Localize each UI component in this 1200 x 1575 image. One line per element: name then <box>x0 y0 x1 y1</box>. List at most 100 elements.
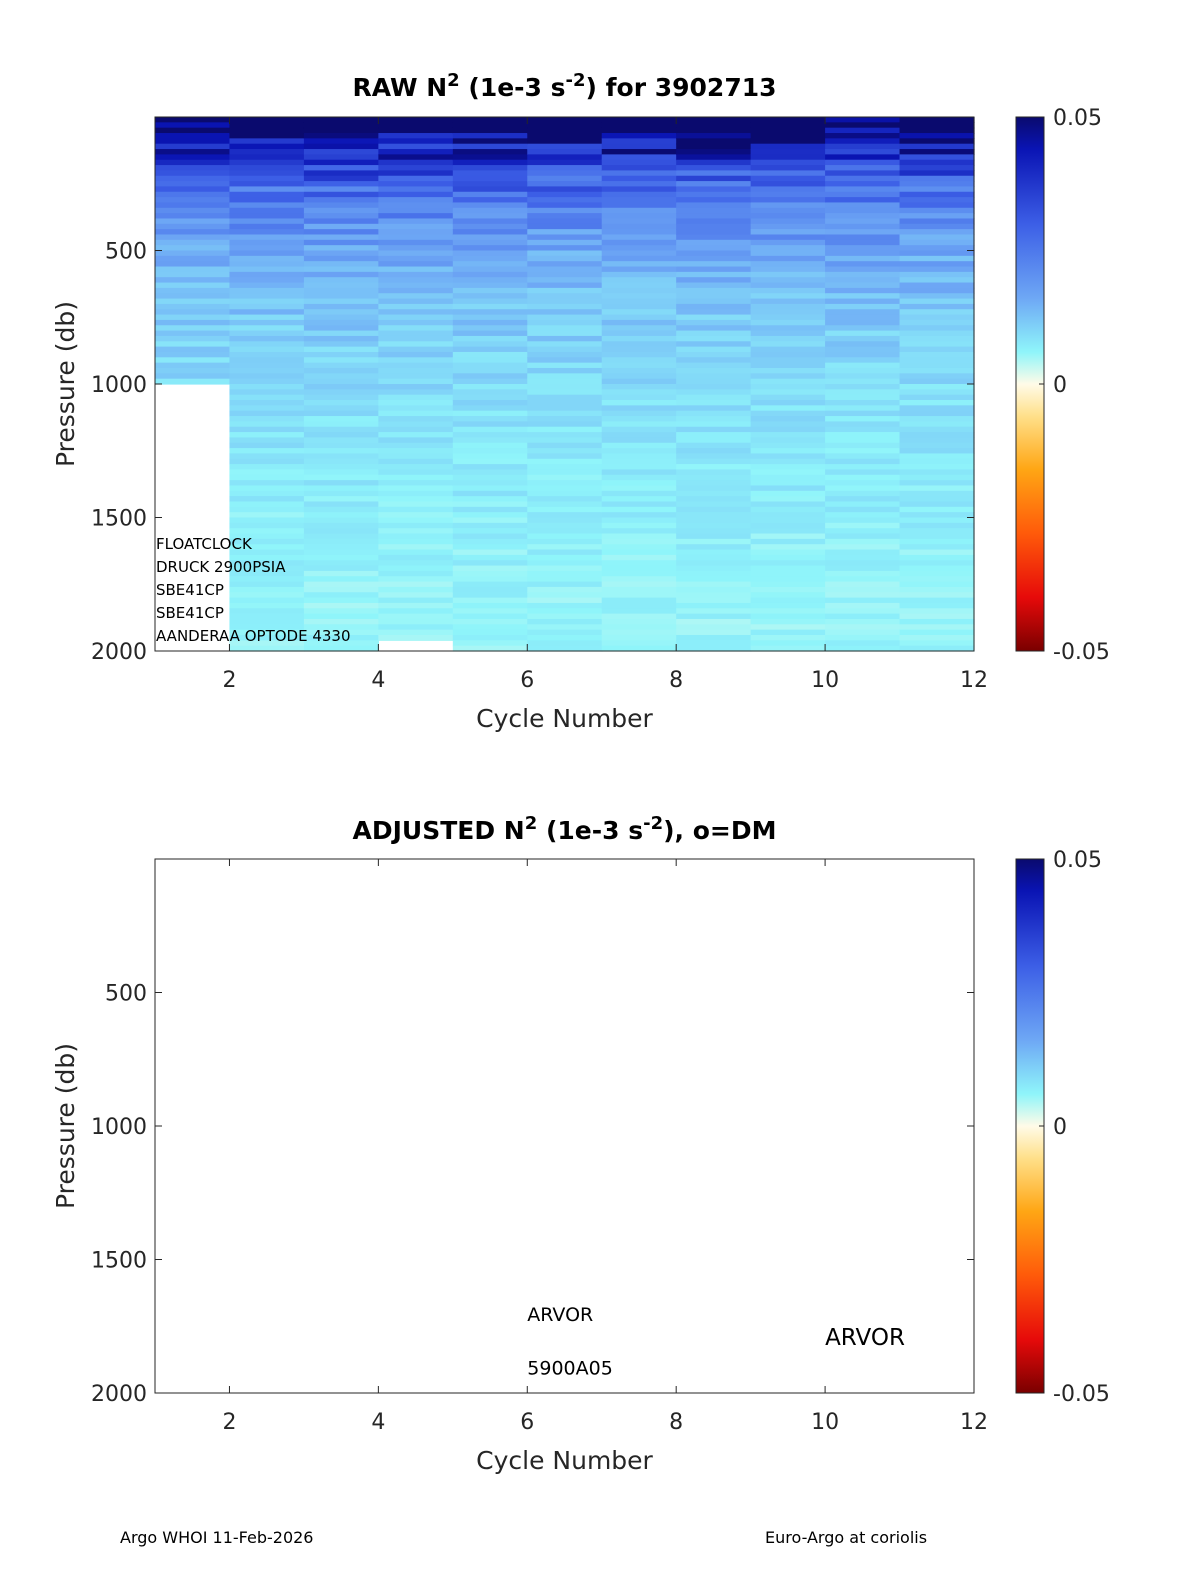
heatmap-cell <box>452 549 528 556</box>
heatmap-cell <box>229 506 305 513</box>
heatmap-cell <box>452 538 528 545</box>
heatmap-cell <box>750 544 826 551</box>
heatmap-cell <box>825 127 901 134</box>
heatmap-cell <box>601 287 677 294</box>
heatmap-cell <box>378 528 454 535</box>
heatmap-cell <box>899 287 975 294</box>
heatmap-cell <box>899 143 975 150</box>
heatmap-cell <box>229 373 305 380</box>
heatmap-cell <box>676 565 752 572</box>
heatmap-cell <box>229 613 305 620</box>
heatmap-cell <box>601 469 677 476</box>
heatmap-cell <box>378 154 454 161</box>
heatmap-cell <box>601 560 677 567</box>
heatmap-cell <box>601 362 677 369</box>
heatmap-cell <box>452 186 528 193</box>
heatmap-cell <box>229 314 305 321</box>
heatmap-cell <box>527 357 603 364</box>
heatmap-cell <box>229 528 305 535</box>
heatmap-cell <box>601 234 677 241</box>
heatmap-cell <box>899 346 975 353</box>
heatmap-cell <box>750 378 826 385</box>
heatmap-cell <box>155 357 231 364</box>
x-tick-label: 10 <box>811 668 839 693</box>
heatmap-cell <box>601 170 677 177</box>
heatmap-cell <box>229 117 305 123</box>
heatmap-cell <box>303 645 379 652</box>
heatmap-cell <box>303 554 379 561</box>
heatmap-cell <box>303 597 379 604</box>
heatmap-cell <box>750 325 826 332</box>
heatmap-cell <box>676 245 752 252</box>
heatmap-cell <box>676 645 752 652</box>
heatmap-cell <box>155 165 231 171</box>
heatmap-cell <box>378 442 454 449</box>
heatmap-cell <box>303 250 379 257</box>
heatmap-cell <box>155 362 231 369</box>
heatmap-cell <box>527 223 603 230</box>
heatmap-cell <box>378 410 454 417</box>
heatmap-cell <box>303 490 379 497</box>
heatmap-cell <box>676 223 752 230</box>
heatmap-cell <box>825 538 901 545</box>
heatmap-cell <box>303 634 379 641</box>
title-part: RAW N <box>352 73 447 102</box>
heatmap-cell <box>676 143 752 150</box>
heatmap-cell <box>601 245 677 252</box>
heatmap-cell <box>527 319 603 326</box>
heatmap-cell <box>229 448 305 455</box>
heatmap-cell <box>601 506 677 513</box>
heatmap-cell <box>303 629 379 636</box>
heatmap-cell <box>303 544 379 551</box>
heatmap-cell <box>303 127 379 134</box>
heatmap-cell <box>899 282 975 289</box>
annotation-label: ARVOR <box>527 1304 593 1326</box>
heatmap-cell <box>229 261 305 268</box>
heatmap-cell <box>229 341 305 348</box>
heatmap-cell <box>229 544 305 551</box>
heatmap-cell <box>378 458 454 465</box>
heatmap-cell <box>303 378 379 385</box>
heatmap-cell <box>601 213 677 220</box>
heatmap-cell <box>601 154 677 161</box>
heatmap-cell <box>229 517 305 524</box>
heatmap-cell <box>825 117 901 123</box>
heatmap-cell <box>750 586 826 593</box>
heatmap-cell <box>229 458 305 465</box>
heatmap-cell <box>601 570 677 577</box>
heatmap-cell <box>676 384 752 390</box>
heatmap-cell <box>229 394 305 401</box>
heatmap-cell <box>303 400 379 406</box>
heatmap-cell <box>378 191 454 198</box>
heatmap-cell <box>527 522 603 529</box>
heatmap-cell <box>676 351 752 358</box>
heatmap-cell <box>378 234 454 241</box>
heatmap-cell <box>601 624 677 631</box>
heatmap-cell <box>303 239 379 246</box>
heatmap-cell <box>676 618 752 625</box>
heatmap-cell <box>452 245 528 252</box>
heatmap-cell <box>378 277 454 284</box>
heatmap-cell <box>155 255 231 262</box>
heatmap-cell <box>825 277 901 284</box>
heatmap-cell <box>303 255 379 262</box>
heatmap-cell <box>229 389 305 396</box>
heatmap-cell <box>452 378 528 385</box>
y-tick-label: 1000 <box>91 1115 147 1140</box>
heatmap-cell <box>527 512 603 519</box>
heatmap-cell <box>676 480 752 487</box>
heatmap-cell <box>527 186 603 193</box>
heatmap-cell <box>378 416 454 422</box>
heatmap-cell <box>155 197 231 204</box>
heatmap-cell <box>899 245 975 252</box>
heatmap-cell <box>229 325 305 332</box>
heatmap-cell <box>899 586 975 593</box>
footer-left: Argo WHOI 11-Feb-2026 <box>120 1528 314 1547</box>
heatmap-cell <box>825 293 901 300</box>
heatmap-cell <box>452 335 528 342</box>
heatmap-cell <box>452 517 528 524</box>
heatmap-cell <box>601 597 677 604</box>
heatmap-cell <box>899 384 975 390</box>
heatmap-cell <box>601 282 677 289</box>
heatmap-cell <box>750 309 826 316</box>
